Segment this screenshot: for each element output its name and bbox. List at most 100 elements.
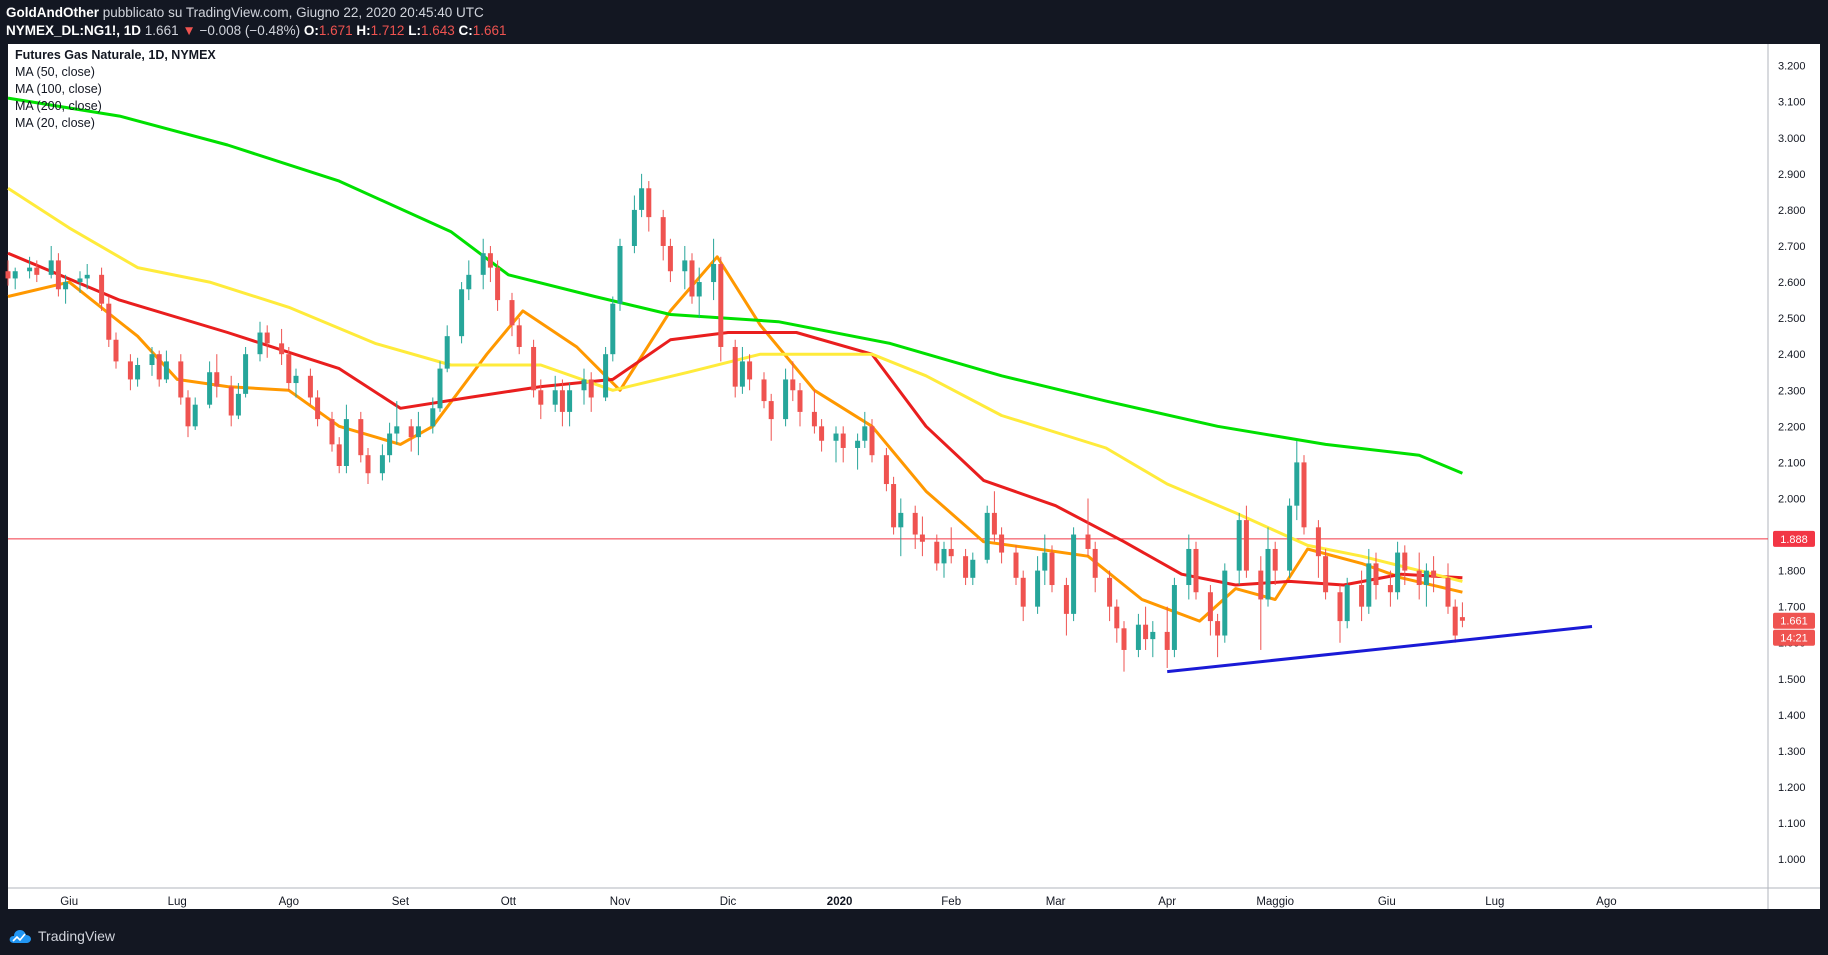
candle <box>783 368 789 427</box>
candle <box>408 419 414 452</box>
y-tick-label: 2.500 <box>1778 313 1806 325</box>
candle <box>1323 548 1329 600</box>
candle <box>185 390 191 438</box>
symbol-label[interactable]: NYMEX_DL:NG1!, 1D <box>6 23 142 38</box>
candle <box>1265 527 1271 607</box>
candle <box>963 548 969 586</box>
x-tick-label: Ott <box>501 896 517 908</box>
cloud-logo-icon <box>9 930 31 943</box>
candle <box>1366 548 1372 614</box>
chart-header: GoldAndOther pubblicato su TradingView.c… <box>0 0 1828 44</box>
legend-ma100[interactable]: MA (100, close) <box>15 82 102 96</box>
open-value: 1.671 <box>318 23 353 38</box>
candle <box>1222 563 1228 643</box>
candle <box>1186 534 1192 600</box>
candle <box>1243 505 1249 578</box>
support-trendline[interactable] <box>1167 625 1593 674</box>
ma-line[interactable] <box>7 96 1463 475</box>
candle <box>819 419 825 452</box>
candle <box>99 267 105 311</box>
candle <box>156 350 162 387</box>
candle <box>559 379 565 427</box>
candle <box>459 282 465 344</box>
candle <box>163 350 169 384</box>
x-tick-label: Feb <box>941 896 961 908</box>
candle <box>912 505 918 549</box>
candle <box>358 411 364 463</box>
candle <box>279 328 285 366</box>
candle <box>1215 613 1221 658</box>
candle <box>430 397 436 434</box>
y-tick-label: 2.100 <box>1778 457 1806 469</box>
chart-area[interactable]: 3.200 3.100 3.000 2.900 2.800 2.700 2.600 2.500… <box>0 44 1828 918</box>
author-name[interactable]: GoldAndOther <box>6 5 99 20</box>
footer-bar: TradingView <box>0 918 1828 955</box>
svg-text:1.888: 1.888 <box>1780 534 1808 546</box>
candle <box>1107 570 1113 622</box>
last-price: 1.661 <box>144 23 179 38</box>
candle <box>135 357 141 387</box>
candle <box>941 541 947 578</box>
y-tick-label: 1.800 <box>1778 566 1806 578</box>
x-tick-label: Giu <box>60 896 78 908</box>
candle <box>862 411 868 448</box>
bar-timer-label: 14:21 <box>1773 629 1815 646</box>
candle <box>1063 577 1069 636</box>
x-tick-label: Lug <box>168 896 187 908</box>
ma-line[interactable] <box>7 255 1463 623</box>
candle <box>919 516 925 557</box>
candle <box>1143 606 1149 650</box>
candle <box>840 426 846 463</box>
candle <box>329 411 335 452</box>
y-tick-label: 2.600 <box>1778 277 1806 289</box>
candle <box>1344 577 1350 629</box>
candle <box>1423 563 1429 607</box>
candle <box>1049 545 1055 593</box>
candle <box>77 271 83 293</box>
candle <box>581 368 587 405</box>
legend-ma50[interactable]: MA (50, close) <box>15 65 95 79</box>
y-tick-label: 2.300 <box>1778 385 1806 397</box>
y-tick-label: 1.200 <box>1778 782 1806 794</box>
candle <box>207 361 213 409</box>
candle <box>509 292 515 337</box>
y-tick-label: 1.400 <box>1778 710 1806 722</box>
candle <box>336 437 342 474</box>
candle <box>394 401 400 445</box>
low-value: 1.643 <box>420 23 455 38</box>
candle <box>790 361 796 402</box>
y-tick-label: 2.700 <box>1778 241 1806 253</box>
svg-text:1.661: 1.661 <box>1780 616 1808 628</box>
ma-line[interactable] <box>7 187 1463 583</box>
candle <box>984 505 990 564</box>
y-tick-label: 2.800 <box>1778 205 1806 217</box>
candle <box>797 383 803 427</box>
candle <box>1431 556 1437 593</box>
candle <box>610 296 616 362</box>
candle <box>1416 552 1422 600</box>
candle <box>660 209 666 261</box>
y-tick-label: 3.100 <box>1778 97 1806 109</box>
candle <box>293 368 299 398</box>
x-tick-label: Lug <box>1485 896 1504 908</box>
candle <box>1042 534 1048 586</box>
candle <box>1402 545 1408 586</box>
tradingview-logo[interactable]: TradingView <box>8 928 115 944</box>
candle <box>1171 577 1177 658</box>
candle <box>55 253 61 297</box>
candle <box>387 422 393 463</box>
legend-ma20[interactable]: MA (20, close) <box>15 116 95 130</box>
y-tick-label: 1.300 <box>1778 746 1806 758</box>
candle <box>127 354 133 391</box>
candle <box>1272 541 1278 586</box>
candle <box>1121 621 1127 672</box>
candle <box>934 534 940 571</box>
candlestick-chart[interactable]: 3.200 3.100 3.000 2.900 2.800 2.700 2.600 2.500… <box>0 44 1828 918</box>
x-tick-label: Ago <box>1596 896 1616 908</box>
candle <box>1071 527 1077 622</box>
candle <box>1359 570 1365 622</box>
candle <box>365 447 371 485</box>
candle <box>487 245 493 283</box>
candle <box>34 260 40 283</box>
legend-ma200[interactable]: MA (200, close) <box>15 99 102 113</box>
